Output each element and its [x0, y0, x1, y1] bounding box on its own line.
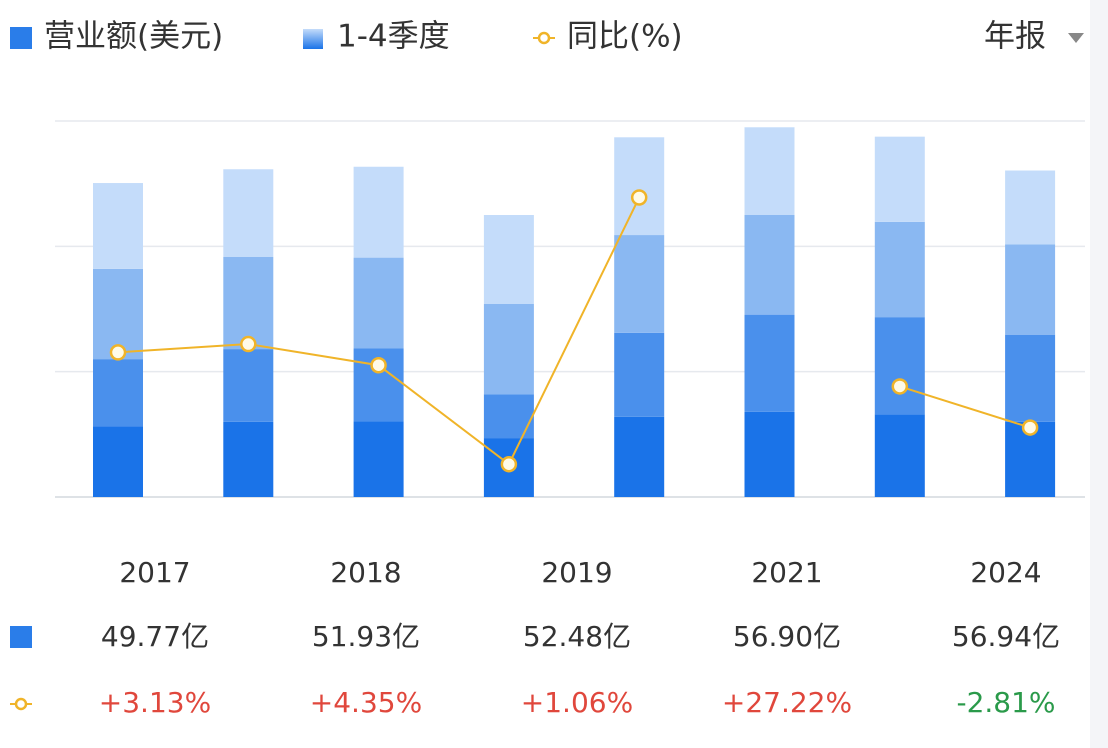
dropdown-arrow[interactable]	[1068, 33, 1084, 43]
column-year: 2021	[751, 556, 822, 589]
column-year: 2017	[119, 556, 190, 589]
bar-segment	[874, 317, 925, 415]
bar-segment	[1005, 170, 1056, 245]
bar-segment	[353, 421, 404, 497]
bar-segment	[744, 215, 795, 315]
legend-swatch	[10, 27, 32, 49]
revenue-cell: 56.90亿	[733, 620, 841, 653]
period-label[interactable]: 年报	[984, 19, 1046, 55]
bar-segment	[1005, 334, 1056, 422]
yoy-point	[500, 455, 518, 473]
bar-segment	[614, 137, 665, 236]
bar-segment	[223, 421, 274, 497]
yoy-cell: +27.22%	[722, 686, 852, 719]
bar-segment	[353, 166, 404, 258]
legend-swatch	[537, 31, 551, 45]
yoy-cell: +1.06%	[521, 686, 633, 719]
column-year: 2018	[330, 556, 401, 589]
yoy-cell: +3.13%	[99, 686, 211, 719]
yoy-point	[240, 335, 257, 353]
bar-segment	[744, 411, 795, 497]
bar-segment	[223, 256, 274, 350]
yoy-point	[109, 344, 127, 361]
yoy-point	[1021, 419, 1039, 436]
legend-label: 1-4季度	[337, 19, 450, 55]
bar-segment	[744, 314, 795, 412]
bar-segment	[1005, 244, 1056, 335]
yoy-point	[630, 189, 648, 206]
revenue-cell: 52.48亿	[523, 620, 631, 653]
yoy-point	[370, 356, 387, 374]
bar-segment	[614, 235, 665, 333]
revenue-cell: 49.77亿	[101, 620, 209, 653]
row-icon	[10, 626, 32, 648]
bar-segment	[353, 257, 404, 349]
yoy-cell: +4.35%	[310, 686, 422, 719]
bar-segment	[874, 221, 925, 318]
column-year: 2024	[970, 556, 1041, 589]
bar-segment	[483, 215, 534, 304]
edge-shade	[1090, 0, 1108, 748]
bar-segment	[223, 349, 274, 422]
yoy-point	[891, 378, 909, 395]
revenue-cell: 56.94亿	[952, 620, 1060, 653]
bar-segment	[614, 416, 665, 497]
yoy-cell: -2.81%	[956, 686, 1055, 719]
bar-segment	[93, 359, 143, 427]
legend-label: 同比(%)	[567, 19, 683, 55]
bar-segment	[93, 268, 143, 360]
bar-segment	[223, 169, 274, 257]
bar-segment	[93, 183, 143, 269]
legend-swatch	[303, 29, 323, 49]
bar-segment	[483, 394, 534, 439]
revenue-cell: 51.93亿	[312, 620, 420, 653]
period-selector[interactable]: 年报	[984, 19, 1084, 55]
bar-segment	[614, 332, 665, 417]
bar-segment	[874, 136, 925, 222]
bar-segment	[874, 414, 925, 497]
legend-label: 营业额(美元)	[44, 19, 223, 55]
yoy-line	[899, 385, 1031, 429]
bar-segment	[744, 127, 795, 215]
column-year: 2019	[541, 556, 612, 589]
row-icon	[10, 697, 32, 711]
bar-segment	[93, 426, 143, 497]
bar-segment	[483, 303, 534, 395]
